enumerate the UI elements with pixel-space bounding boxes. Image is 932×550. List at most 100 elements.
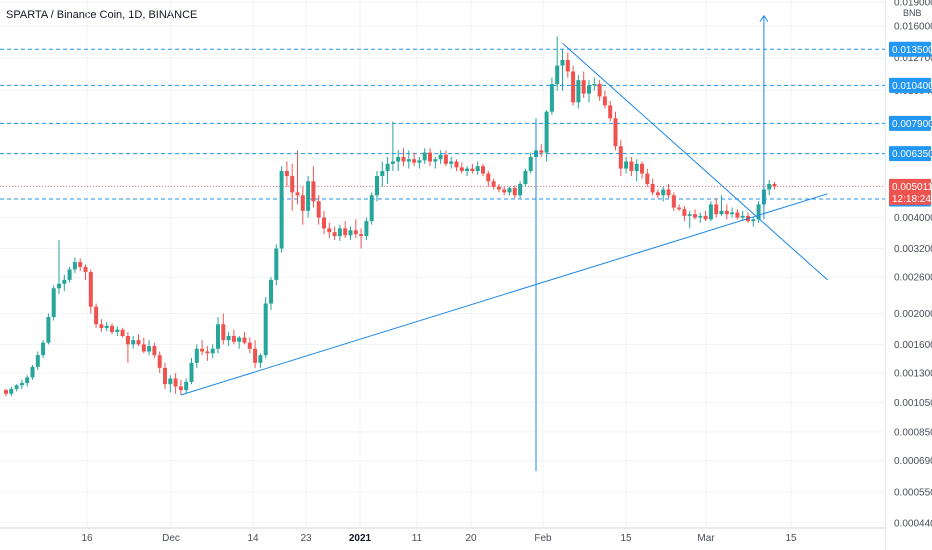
candle-down [512,188,517,196]
candle-up [687,214,692,216]
candle-down [200,348,205,352]
candle-down [682,209,687,216]
price-tick-label: 0.000850 [894,427,932,438]
candle-down [295,192,300,196]
descending-resistance [562,42,828,281]
candle-down [650,183,655,193]
candle-down [677,207,682,210]
candle-down [703,215,708,220]
candle-down [581,80,586,94]
price-tick-label: 0.016000 [894,21,932,32]
candle-up [104,325,109,329]
candle-down [316,201,321,218]
candle-down [496,186,501,190]
time-tick-label: Feb [534,533,552,544]
candle-up [306,181,311,211]
candle-up [422,152,427,161]
level-price-tag [889,115,931,131]
candle-down [173,378,178,387]
level-price-tag-text: 0.010400 [892,81,932,92]
candle-up [168,378,173,385]
candle-up [348,230,353,236]
candle-up [258,355,263,363]
candle-up [433,159,438,162]
last-price-countdown: 12:18:24 [892,194,931,205]
last-price-tag [889,178,931,205]
price-tick-label: 0.004000 [894,213,932,224]
candle-up [210,348,215,354]
candle-up [67,269,72,280]
candle-down [459,167,464,172]
time-tick-label: 11 [412,533,423,544]
candle-up [364,221,369,237]
candle-up [216,324,220,349]
candle-up [698,215,703,218]
candle-up [465,168,470,172]
candle-down [247,342,252,349]
candle-down [322,217,326,229]
candle-up [406,159,411,162]
candle-down [412,159,417,163]
candle-down [94,306,99,325]
candle-up [131,340,136,345]
candle-up [194,348,199,363]
candle-up [390,161,395,164]
price-tick-label: 0.002600 [894,273,932,284]
time-tick-label: 20 [465,533,477,544]
candle-down [205,351,210,354]
candle-down [693,214,697,218]
candle-down [597,84,602,97]
candle-down [242,337,247,343]
candle-down [311,181,316,202]
candle-up [560,59,565,66]
candle-up [544,111,549,153]
candle-down [4,390,8,394]
time-axis[interactable]: 16 Dec 14 23 2021 11 20 Feb 15 Mar 15 [81,533,797,544]
price-tick-label: 0.001050 [894,398,932,409]
candle-up [115,329,120,332]
candle-down [655,192,660,196]
candle-down [645,173,650,184]
candle-up [740,215,745,218]
level-price-tag-text: 0.007900 [892,119,932,130]
drawings [180,14,828,472]
candle-down [772,183,777,187]
candle-down [284,171,289,177]
candle-up [756,204,761,220]
time-tick-label: 15 [620,533,632,544]
candle-down [163,367,167,385]
candle-down [343,228,348,236]
candle-down [99,324,104,329]
candle-down [110,325,114,332]
candle-up [269,279,273,304]
price-axis[interactable]: 0.0190000.0160000.0127000.0100400.007900… [886,0,932,550]
price-tick-label: 0.000690 [894,456,932,467]
candle-up [279,171,284,249]
candle-down [136,340,141,345]
time-tick-label: 16 [81,533,93,544]
candle-up [634,163,639,172]
candle-down [152,346,157,356]
candle-up [719,210,724,215]
candle-down [332,232,337,237]
candle-up [380,171,385,177]
candle-down [666,189,671,196]
candle-up [263,303,268,356]
price-tick-label: 0.000440 [894,519,932,530]
time-tick-label: Mar [697,533,715,544]
candle-down [470,168,475,172]
candle-down [353,230,358,235]
time-tick-label: Dec [162,533,180,544]
candle-up [337,228,342,237]
candle-down [491,181,496,187]
candle-up [226,335,231,341]
candle-down [231,335,236,342]
candle-up [184,381,189,391]
candle-up [624,161,629,169]
candle-down [178,386,183,391]
candle-down [571,71,576,103]
candle-up [475,166,480,172]
level-price-tag [889,77,931,93]
